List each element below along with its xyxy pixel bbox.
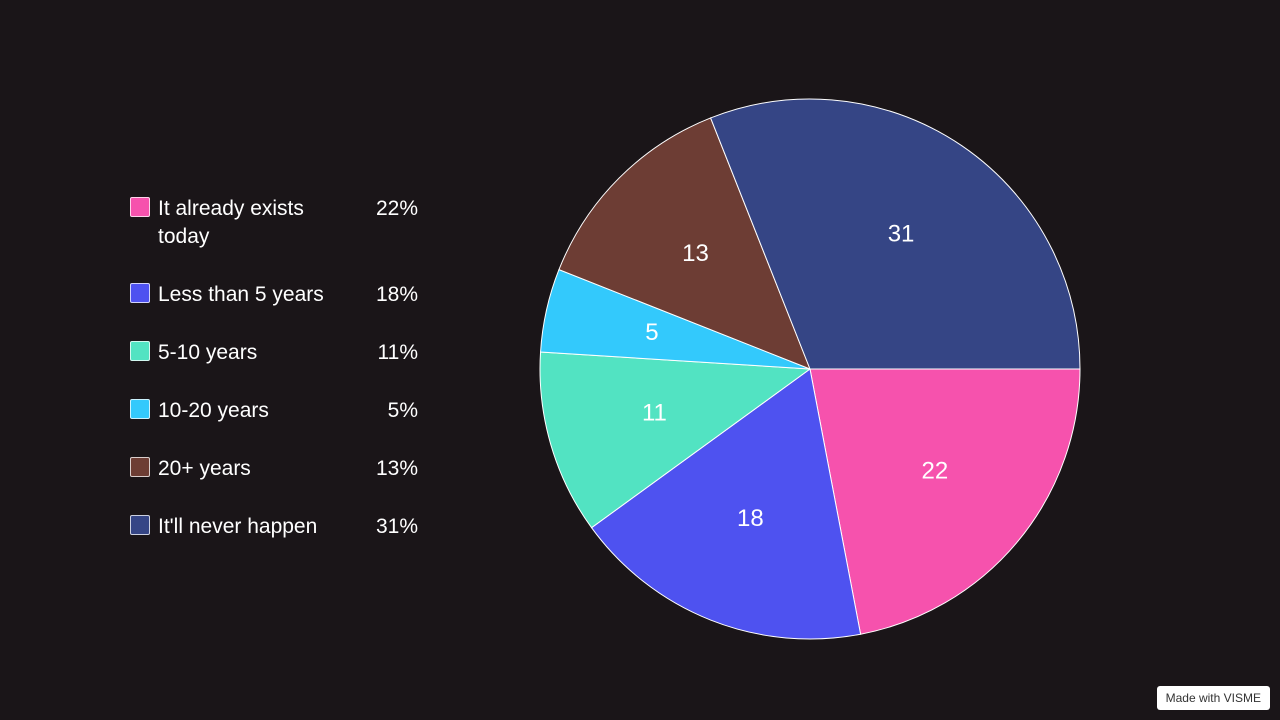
legend-percent: 11% <box>377 341 418 364</box>
pie-slice <box>558 117 811 370</box>
legend-item-10-20: 10-20 years 5% <box>130 397 430 425</box>
slice-value-label: 18 <box>737 505 764 532</box>
legend-label: 20+ years <box>158 457 251 480</box>
chart-legend: It already exists today 22% Less than 5 … <box>130 195 430 571</box>
slice-value-label: 13 <box>682 240 709 267</box>
legend-item-less-than-5: Less than 5 years 18% <box>130 281 430 309</box>
legend-swatch <box>130 457 150 477</box>
legend-label: 10-20 years <box>158 399 269 422</box>
legend-swatch <box>130 399 150 419</box>
legend-swatch <box>130 515 150 535</box>
slice-value-label: 5 <box>645 319 658 346</box>
pie-slice <box>809 368 1081 635</box>
legend-label: It'll never happen <box>158 515 318 538</box>
legend-percent: 18% <box>375 283 418 306</box>
legend-label: 5-10 years <box>158 341 258 364</box>
slice-value-label: 22 <box>921 458 948 485</box>
pie-slice <box>709 98 1081 370</box>
legend-label: Less than 5 years <box>158 283 324 306</box>
legend-item-never: It'll never happen 31% <box>130 513 430 541</box>
legend-percent: 5% <box>387 399 418 422</box>
legend-label: It already exists today <box>158 197 304 248</box>
legend-swatch <box>130 197 150 217</box>
legend-swatch <box>130 283 150 303</box>
slice-value-label: 11 <box>642 400 667 427</box>
slice-value-label: 31 <box>888 220 915 247</box>
legend-item-already-exists: It already exists today 22% <box>130 195 430 251</box>
pie-slice <box>590 368 862 640</box>
legend-percent: 22% <box>375 197 418 220</box>
legend-swatch <box>130 341 150 361</box>
legend-item-5-10: 5-10 years 11% <box>130 339 430 367</box>
legend-percent: 31% <box>375 515 418 538</box>
watermark-badge[interactable]: Made with VISME <box>1156 686 1270 710</box>
pie-slice <box>539 351 812 529</box>
legend-item-20-plus: 20+ years 13% <box>130 455 430 483</box>
legend-percent: 13% <box>375 457 418 480</box>
